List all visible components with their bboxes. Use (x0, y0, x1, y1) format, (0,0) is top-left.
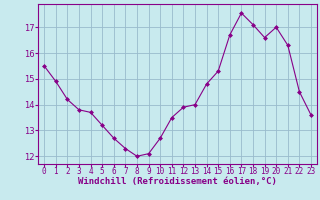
X-axis label: Windchill (Refroidissement éolien,°C): Windchill (Refroidissement éolien,°C) (78, 177, 277, 186)
